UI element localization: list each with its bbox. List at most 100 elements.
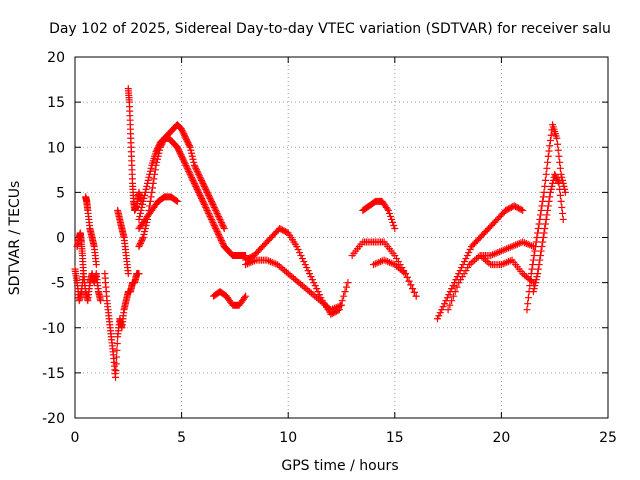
series-arc-10 [210,288,250,309]
data-point [186,170,194,178]
data-point [549,179,557,187]
data-point [180,131,188,139]
data-point [195,190,203,198]
data-point [156,143,164,151]
data-point [559,215,567,223]
data-point [200,199,208,207]
data-point [531,282,539,290]
data-point [538,243,546,251]
data-point [142,185,150,193]
x-axis-label: GPS time / hours [281,458,398,474]
data-point [519,206,527,214]
data-point [190,158,198,166]
data-point [151,170,159,178]
data-point [547,185,555,193]
data-point [544,202,552,210]
data-point [137,206,145,214]
data-point [211,223,219,231]
data-point [540,229,548,237]
data-point [314,288,322,296]
data-point [310,279,318,287]
series-arc-12 [242,256,345,314]
data-point [137,238,145,246]
data-point [407,281,415,289]
data-point [183,163,191,171]
data-point [212,208,220,216]
x-tick-label: 0 [71,430,80,446]
data-point [156,146,164,154]
data-point [187,146,195,154]
data-point [556,158,564,166]
data-point [213,209,221,217]
data-point [205,191,213,199]
data-point [219,221,227,229]
data-point [459,261,467,269]
data-point [217,218,225,226]
data-point [144,176,152,184]
data-point [140,230,148,238]
data-point [538,202,546,210]
data-point [183,164,191,172]
x-tick-label: 10 [279,430,297,446]
data-point [534,224,542,232]
data-point [195,188,203,196]
data-point [338,297,346,305]
data-point [147,164,155,172]
data-point [218,238,226,246]
data-point [213,227,221,235]
data-point [197,176,205,184]
data-point [199,197,207,205]
data-points [71,85,569,381]
data-point [176,149,184,157]
data-point [453,283,461,291]
data-point [307,273,315,281]
data-point [207,215,215,223]
series-arc-8 [135,121,228,251]
data-point [524,294,532,302]
series-arc-5 [114,206,132,278]
y-tick-label: 0 [56,231,65,247]
data-point [80,270,88,278]
data-point [539,193,547,201]
data-point [534,265,542,273]
data-point [189,176,197,184]
data-point [135,215,143,223]
data-point [219,240,227,248]
data-point [446,301,454,309]
data-point [191,163,199,171]
data-point [539,238,547,246]
data-point [465,249,473,257]
data-point [541,182,549,190]
data-point [184,166,192,174]
data-point [544,152,552,160]
data-point [387,212,395,220]
data-point [211,205,219,213]
data-point [530,252,538,260]
data-point [158,140,166,148]
data-point [135,243,143,251]
data-point [180,130,188,138]
data-point [136,241,144,249]
data-point [545,147,553,155]
data-point [301,261,309,269]
data-point [527,270,535,278]
data-point [178,125,186,133]
data-point [188,149,196,157]
data-point [546,136,554,144]
data-point [216,234,224,241]
data-point [216,215,224,223]
data-point [157,142,165,150]
data-point [214,229,222,237]
data-point [208,199,216,207]
data-point [466,246,474,254]
data-point [139,235,147,243]
data-point [203,206,211,214]
data-point [534,270,542,278]
data-point [539,197,547,205]
data-point [206,194,214,202]
data-point [551,172,559,180]
data-point [441,300,449,308]
series-arc-14 [359,197,399,232]
data-point [203,188,211,196]
